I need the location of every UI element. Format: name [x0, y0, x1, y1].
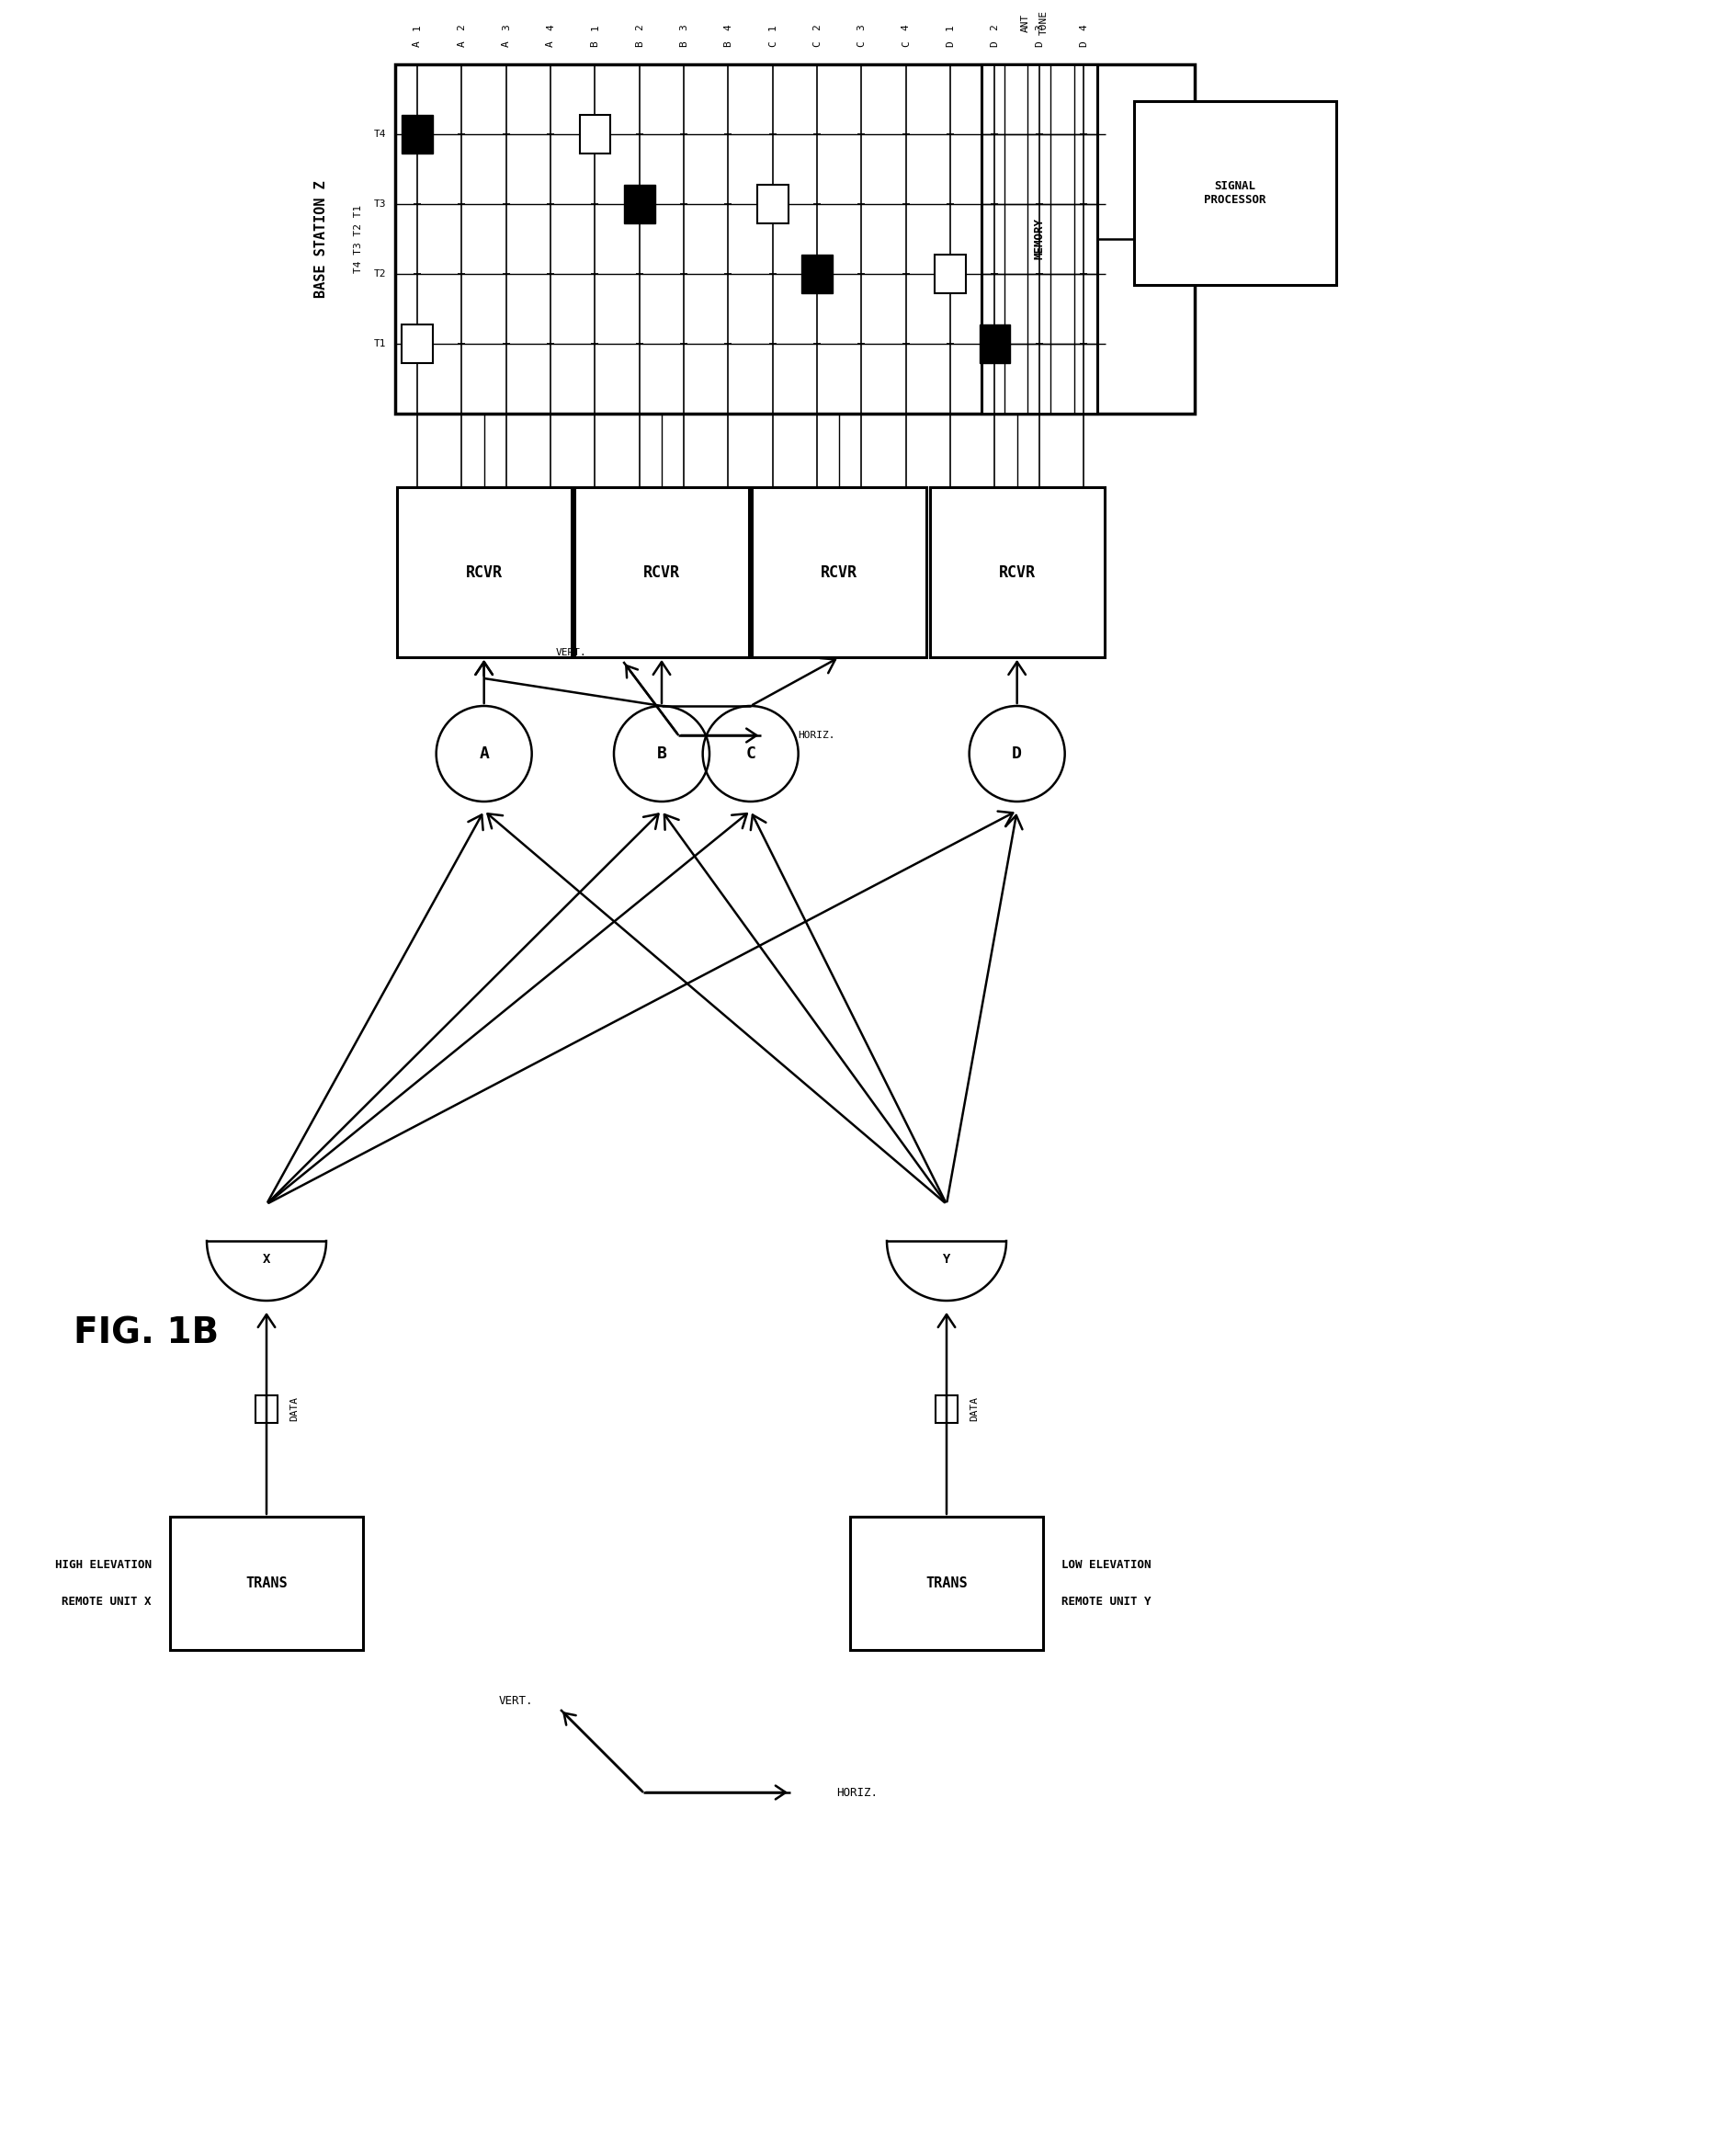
Text: T4: T4 — [373, 129, 385, 140]
Text: C: C — [812, 41, 821, 47]
Bar — [757, 185, 788, 224]
Text: C: C — [901, 41, 911, 47]
Text: A: A — [457, 41, 467, 47]
Text: 4: 4 — [547, 24, 556, 30]
Text: TONE: TONE — [1040, 11, 1049, 34]
Text: VERT.: VERT. — [556, 647, 587, 658]
Bar — [979, 325, 1010, 363]
Text: 4: 4 — [901, 24, 911, 30]
Text: Y: Y — [943, 1253, 950, 1266]
Bar — [398, 488, 571, 658]
Text: D: D — [1080, 41, 1088, 47]
Bar — [930, 488, 1104, 658]
Bar — [401, 114, 432, 153]
Text: RCVR: RCVR — [465, 563, 502, 580]
Text: 4: 4 — [1080, 24, 1088, 30]
Text: 3: 3 — [858, 24, 866, 30]
Text: B: B — [635, 41, 644, 47]
Bar — [851, 1516, 1043, 1649]
Text: DATA: DATA — [290, 1395, 299, 1421]
Text: 2: 2 — [635, 24, 644, 30]
Text: B: B — [679, 41, 689, 47]
Bar — [255, 1395, 278, 1423]
Bar — [936, 1395, 958, 1423]
Text: T1: T1 — [373, 340, 385, 348]
Text: BASE STATION Z: BASE STATION Z — [314, 181, 328, 297]
Text: D: D — [1035, 41, 1043, 47]
Text: ANT: ANT — [1021, 13, 1029, 32]
Bar — [170, 1516, 363, 1649]
Text: A: A — [413, 41, 422, 47]
Text: 2: 2 — [990, 24, 1000, 30]
Text: MEMORY: MEMORY — [1033, 219, 1045, 260]
Text: RCVR: RCVR — [821, 563, 858, 580]
Text: 3: 3 — [1035, 24, 1043, 30]
Text: D: D — [990, 41, 1000, 47]
Text: TRANS: TRANS — [925, 1576, 967, 1591]
Bar — [752, 488, 927, 658]
Text: VERT.: VERT. — [498, 1694, 533, 1707]
Text: 1: 1 — [767, 24, 778, 30]
Bar — [802, 254, 833, 292]
Bar — [580, 114, 611, 153]
Text: HORIZ.: HORIZ. — [837, 1787, 878, 1797]
Text: DATA: DATA — [969, 1395, 979, 1421]
Bar — [396, 64, 1194, 413]
Text: T4 T3 T2 T1: T4 T3 T2 T1 — [354, 204, 363, 273]
Text: 1: 1 — [413, 24, 422, 30]
Bar — [575, 488, 748, 658]
Text: REMOTE UNIT X: REMOTE UNIT X — [62, 1595, 151, 1608]
Text: X: X — [262, 1253, 271, 1266]
Text: C: C — [767, 41, 778, 47]
Text: T3: T3 — [373, 200, 385, 209]
Text: RCVR: RCVR — [644, 563, 681, 580]
Text: TRANS: TRANS — [245, 1576, 288, 1591]
Text: C: C — [745, 746, 755, 761]
Text: 3: 3 — [679, 24, 689, 30]
Text: LOW ELEVATION: LOW ELEVATION — [1061, 1559, 1151, 1572]
Bar — [936, 254, 965, 292]
Text: A: A — [479, 746, 490, 761]
Text: B: B — [656, 746, 667, 761]
Text: 1: 1 — [590, 24, 599, 30]
Text: REMOTE UNIT Y: REMOTE UNIT Y — [1061, 1595, 1151, 1608]
Text: T2: T2 — [373, 269, 385, 280]
Text: B: B — [724, 41, 733, 47]
Text: RCVR: RCVR — [998, 563, 1035, 580]
Text: A: A — [547, 41, 556, 47]
Text: C: C — [858, 41, 866, 47]
Text: HIGH ELEVATION: HIGH ELEVATION — [56, 1559, 151, 1572]
Bar — [981, 64, 1097, 413]
Text: 4: 4 — [724, 24, 733, 30]
Text: D: D — [946, 41, 955, 47]
Text: 2: 2 — [812, 24, 821, 30]
Bar — [1134, 101, 1337, 286]
Text: SIGNAL
PROCESSOR: SIGNAL PROCESSOR — [1203, 181, 1266, 206]
Bar — [401, 325, 432, 363]
Text: 2: 2 — [457, 24, 467, 30]
Text: D: D — [1012, 746, 1023, 761]
Text: 3: 3 — [502, 24, 510, 30]
Text: FIG. 1B: FIG. 1B — [73, 1316, 219, 1350]
Text: A: A — [502, 41, 510, 47]
Bar — [623, 185, 654, 224]
Text: B: B — [590, 41, 599, 47]
Text: 1: 1 — [946, 24, 955, 30]
Text: HORIZ.: HORIZ. — [799, 731, 835, 740]
